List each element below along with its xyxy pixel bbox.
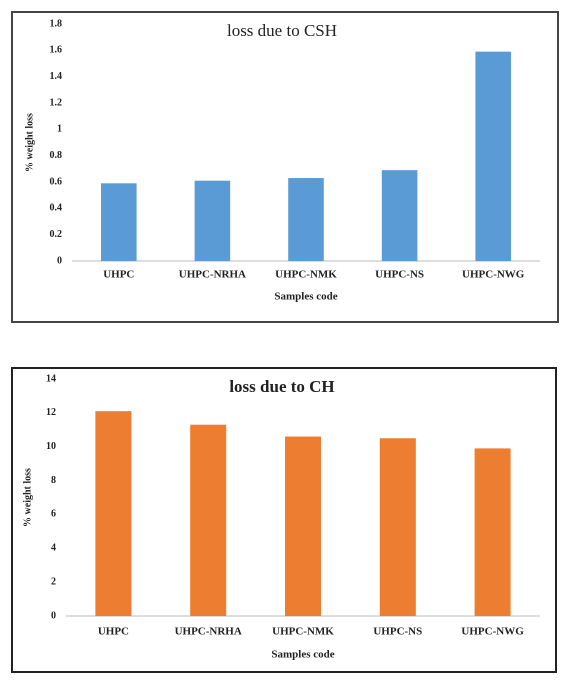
y-axis-label: % weight loss [22,468,33,527]
x-tick-label: UHPC-NS [373,626,422,638]
bar [95,411,132,616]
y-tick-label: 12 [46,407,56,418]
y-tick-label: 0 [51,610,56,621]
y-tick-label: 1.6 [50,45,63,56]
y-tick-label: 1.8 [50,18,63,29]
x-tick-label: UHPC-NRHA [179,269,246,281]
x-axis-label: Samples code [271,649,334,661]
x-tick-label: UHPC [103,269,134,281]
y-tick-label: 10 [46,441,56,452]
y-tick-label: 1.2 [50,97,63,108]
x-tick-label: UHPC-NWG [461,626,524,638]
bar [101,183,137,261]
x-axis-label: Samples code [274,291,337,303]
y-tick-label: 0 [57,255,62,266]
y-tick-label: 0.8 [50,150,63,161]
x-tick-label: UHPC-NS [375,269,424,281]
y-tick-label: 0.2 [50,229,63,240]
x-tick-label: UHPC-NRHA [175,626,242,638]
y-tick-label: 1.4 [50,71,63,82]
bar [475,51,511,262]
y-tick-label: 6 [51,509,56,520]
bar [474,448,511,616]
bar [288,178,324,261]
y-tick-label: 1 [57,124,62,135]
bar [284,436,322,616]
chart-title: loss due to CH [229,377,334,396]
x-tick-label: UHPC-NMK [272,626,334,638]
y-tick-label: 8 [51,475,56,486]
chart-frame [11,11,559,323]
x-tick-label: UHPC-NMK [275,269,337,281]
bar [190,424,227,616]
y-axis-label: % weight loss [24,113,35,172]
bar [379,438,416,616]
chart-title: loss due to CSH [227,21,337,40]
y-tick-label: 0.4 [50,203,63,214]
x-tick-label: UHPC-NWG [462,269,525,281]
x-tick-label: UHPC [98,626,129,638]
y-tick-label: 4 [51,543,56,554]
bar [381,170,418,261]
y-tick-label: 0.6 [50,176,63,187]
bar [194,180,231,261]
y-tick-label: 14 [46,373,56,384]
y-tick-label: 2 [51,576,56,587]
